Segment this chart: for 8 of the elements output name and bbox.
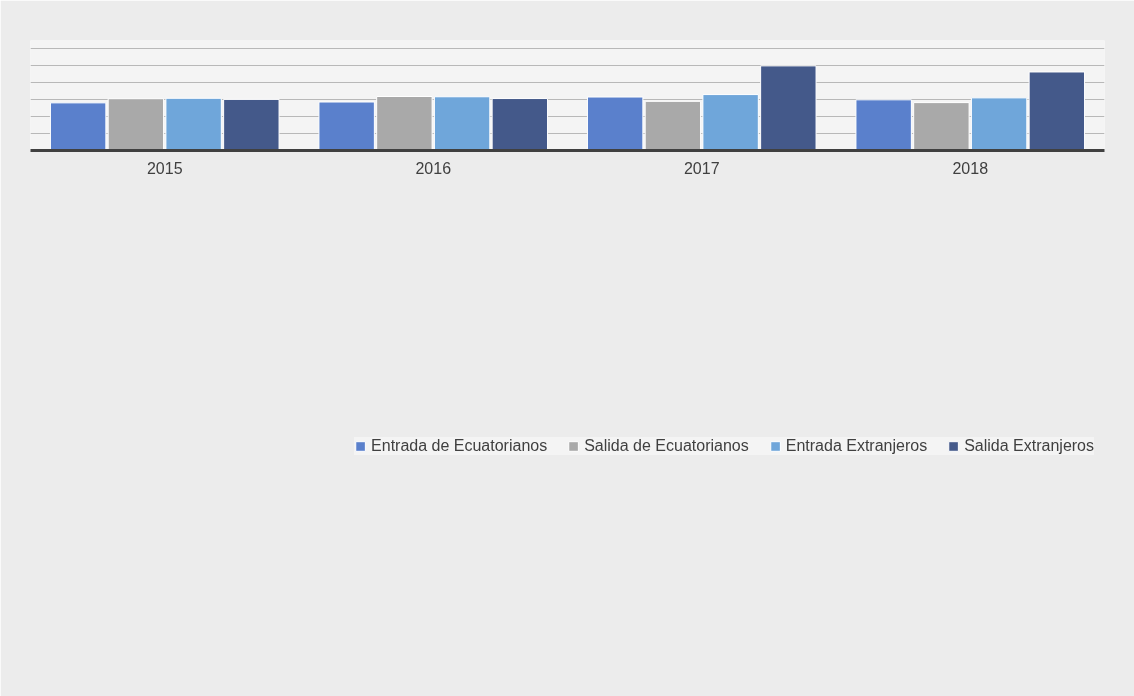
legend-label: Salida Extranjeros <box>964 437 1094 455</box>
x-tick-label: 2017 <box>683 159 720 177</box>
x-tick-label: 2018 <box>952 159 989 177</box>
legend-label: Salida de Ecuatorianos <box>584 437 749 455</box>
legend-label: Entrada de Ecuatorianos <box>371 437 548 455</box>
x-tick-label: 2015 <box>146 159 183 177</box>
legend-label: Entrada Extranjeros <box>785 437 928 455</box>
x-tick-label: 2016 <box>415 159 452 177</box>
